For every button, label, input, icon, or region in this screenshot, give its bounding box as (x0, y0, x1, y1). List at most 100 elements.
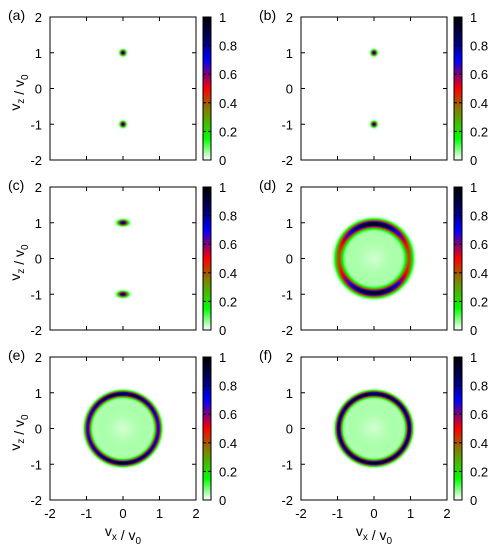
y-tick-label: 0 (286, 82, 293, 97)
colorbar-tick-label: 1 (470, 350, 477, 365)
x-tick-label: 1 (156, 506, 163, 521)
panel-label: (a) (8, 7, 25, 23)
colorbar-tick-label: 0 (470, 323, 477, 338)
colorbar-tick-label: 0.8 (470, 379, 488, 394)
heatmap-image (50, 17, 196, 160)
colorbar (453, 16, 463, 161)
colorbar-tick-label: 0.2 (219, 294, 237, 309)
panel-label: (f) (259, 347, 272, 363)
y-tick-label: 2 (286, 180, 293, 195)
x-tick-label: 0 (119, 506, 126, 521)
colorbar-tick-label: 0.6 (219, 67, 237, 82)
colorbar-tick-label: 1 (219, 180, 226, 195)
y-tick-label: -1 (281, 457, 293, 472)
colorbar-tick-label: 0.4 (219, 96, 237, 111)
y-tick-label: -2 (281, 493, 293, 508)
colorbar-tick-label: 0.2 (470, 464, 488, 479)
colorbar-tick-label: 0.2 (470, 294, 488, 309)
panel-label: (d) (259, 177, 276, 193)
x-tick-label: -1 (332, 506, 344, 521)
y-axis-label: vz / v0 (7, 244, 31, 281)
y-tick-label: 2 (35, 350, 42, 365)
panel-b: -2 -1 0 1 2 (b) 0 0.2 0.4 0.6 0.8 1 (259, 7, 488, 168)
colorbar-tick-label: 0 (470, 153, 477, 168)
y-axis-label: vz / v0 (7, 74, 31, 111)
panel-d: -2 -1 0 1 2 (d) 0 0.2 0.4 0.6 0.8 1 (259, 177, 488, 338)
heatmap-image (301, 17, 447, 160)
y-axis-label: vz / v0 (7, 414, 31, 451)
heatmap-image (301, 187, 447, 330)
colorbar-tick-label: 0.6 (470, 67, 488, 82)
y-tick-label: 1 (35, 46, 42, 61)
x-axis-label: vx / v0 (356, 523, 393, 547)
y-tick-label: 2 (286, 350, 293, 365)
colorbar (453, 356, 463, 501)
colorbar-tick-label: 1 (219, 350, 226, 365)
y-tick-label: -2 (30, 153, 42, 168)
colorbar-tick-label: 0.4 (219, 436, 237, 451)
colorbar-tick-label: 1 (470, 10, 477, 25)
panel-label: (b) (259, 7, 276, 23)
colorbar-tick-label: 0.8 (470, 209, 488, 224)
y-tick-label: 0 (35, 82, 42, 97)
x-tick-label: -2 (295, 506, 307, 521)
colorbar-tick-label: 1 (219, 10, 226, 25)
colorbar-tick-label: 0.6 (219, 407, 237, 422)
colorbar-tick-label: 0.6 (219, 237, 237, 252)
y-tick-label: 1 (35, 216, 42, 231)
y-tick-label: 0 (286, 422, 293, 437)
colorbar (202, 186, 212, 331)
y-tick-label: 0 (35, 252, 42, 267)
colorbar-tick-label: 0 (470, 493, 477, 508)
y-tick-label: 1 (286, 46, 293, 61)
y-tick-label: -2 (281, 323, 293, 338)
colorbar-tick-label: 0.8 (219, 39, 237, 54)
y-tick-label: 1 (35, 386, 42, 401)
colorbar (202, 16, 212, 161)
colorbar-tick-label: 0.4 (470, 96, 488, 111)
heatmap-image (50, 187, 196, 330)
panel-f: -2-2 -1 -1 0 0 1 1 2 2 (f) vx / v0 0 0.2 0.4 0.6 0.8 1 (259, 347, 488, 547)
panel-label: (e) (8, 347, 25, 363)
y-tick-label: 1 (286, 386, 293, 401)
colorbar-tick-label: 0.4 (470, 266, 488, 281)
colorbar-tick-label: 0.2 (470, 124, 488, 139)
colorbar-tick-label: 0.4 (219, 266, 237, 281)
colorbar-tick-label: 1 (470, 180, 477, 195)
panel-c: -2 -1 0 1 2 (c) vz / v0 0 0.2 0.4 0.6 0.8 1 (7, 177, 237, 338)
colorbar-tick-label: 0.8 (219, 379, 237, 394)
y-tick-label: 1 (286, 216, 293, 231)
x-tick-label: 1 (407, 506, 414, 521)
colorbar-tick-label: 0.2 (219, 464, 237, 479)
colorbar (202, 356, 212, 501)
x-tick-label: 0 (370, 506, 377, 521)
y-tick-label: 2 (35, 10, 42, 25)
y-tick-label: -1 (30, 117, 42, 132)
colorbar-tick-label: 0 (219, 153, 226, 168)
heatmap-image (301, 357, 447, 500)
colorbar-tick-label: 0.6 (470, 237, 488, 252)
y-tick-label: -1 (281, 287, 293, 302)
x-tick-label: -2 (44, 506, 56, 521)
panel-a: -2 -1 0 1 2 (a) vz / v0 0 0.2 0.4 0.6 0.8 1 (7, 7, 237, 168)
y-tick-label: -1 (281, 117, 293, 132)
colorbar-tick-label: 0.8 (219, 209, 237, 224)
x-tick-label: -1 (81, 506, 93, 521)
y-tick-label: 2 (35, 180, 42, 195)
y-tick-label: 2 (286, 10, 293, 25)
colorbar (453, 186, 463, 331)
y-tick-label: -1 (30, 457, 42, 472)
x-tick-label: 2 (443, 506, 450, 521)
x-axis-label: vx / v0 (105, 523, 142, 547)
colorbar-tick-label: 0.8 (470, 39, 488, 54)
colorbar-tick-label: 0 (219, 493, 226, 508)
panel-e: -2-2 -1 -1 0 0 1 1 2 2 (e) vz / v0 vx / v0 0 0.2 0.4 0.… (7, 347, 237, 547)
y-tick-label: 0 (286, 252, 293, 267)
heatmap-image (50, 357, 196, 500)
colorbar-tick-label: 0.6 (470, 407, 488, 422)
y-tick-label: -2 (30, 323, 42, 338)
colorbar-tick-label: 0.2 (219, 124, 237, 139)
y-tick-label: -2 (281, 153, 293, 168)
panel-label: (c) (8, 177, 24, 193)
